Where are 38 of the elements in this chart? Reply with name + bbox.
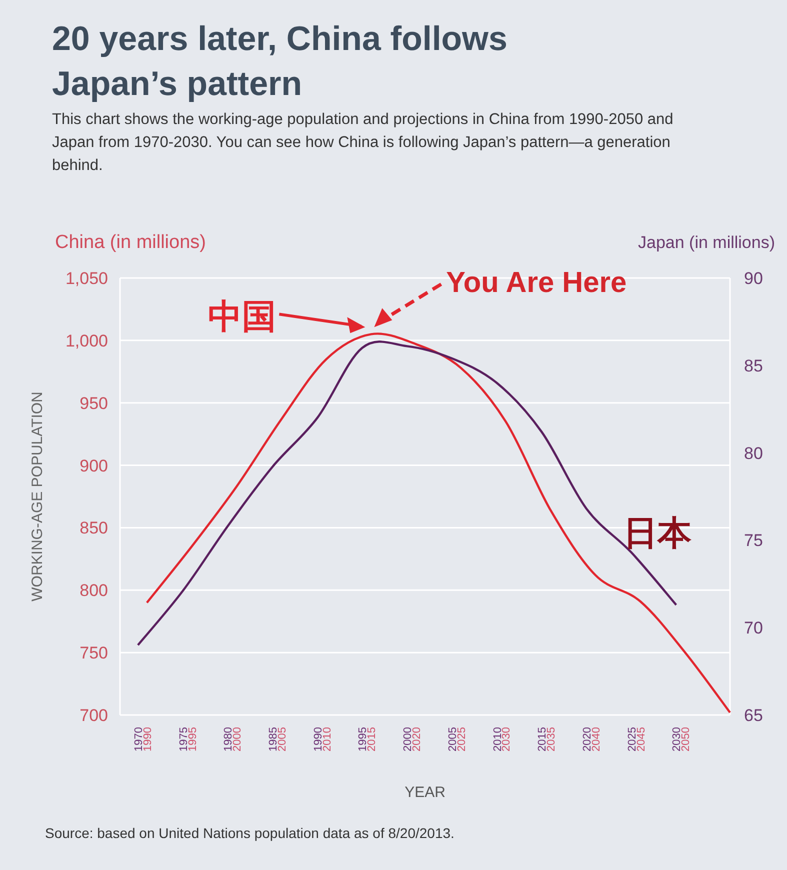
y-tick-label: 65 — [744, 706, 763, 725]
y-tick-label: 700 — [80, 706, 108, 725]
x-tick-label: 2035 — [546, 727, 558, 752]
annotation: You Are Here — [446, 267, 627, 300]
x-tick-label: 2015 — [366, 727, 378, 752]
y-axis-title: China (in millions) — [55, 232, 206, 253]
y-axis-title: Japan (in millions) — [638, 233, 775, 252]
x-axis-title: YEAR — [404, 784, 446, 801]
x-tick-label: 2045 — [635, 727, 648, 752]
legend-label: 中国 — [208, 298, 276, 336]
y-tick-label: 90 — [744, 269, 763, 288]
y-tick-label: 850 — [80, 518, 108, 538]
y-tick-label: 85 — [744, 356, 763, 376]
y-tick-label: 800 — [80, 581, 108, 600]
line-series — [146, 332, 732, 714]
x-tick-label: 2025 — [456, 727, 468, 752]
series-label: 日本 — [623, 514, 692, 552]
x-tick-label: 2000 — [232, 727, 244, 752]
text: WORKING-AGE POPULATION — [29, 392, 46, 602]
y-tick-label: 900 — [80, 456, 108, 476]
chart-title: 20 years later, China follows Japan’s pattern — [52, 20, 508, 103]
x-tick-label: 1990 — [142, 727, 154, 752]
x-tick-label: 2010 — [321, 727, 334, 752]
chart-subtitle: This chart shows the working-age population and projections in China from 1990-2050 and Japan from 1970-2030. You can see how China is following Japan’s pattern—a generation behind. — [52, 111, 674, 174]
x-tick-label: 2020 — [411, 727, 424, 752]
y-tick-label: 75 — [744, 531, 763, 550]
x-tick-label: 1995 — [186, 727, 199, 752]
y-tick-label: 950 — [80, 394, 108, 413]
source-note: Source: based on United Nations population data as of 8/20/2013. — [45, 825, 454, 841]
y-tick-label: 70 — [744, 618, 763, 638]
y-tick-label: 750 — [80, 644, 108, 663]
x-tick-label: 2030 — [500, 727, 513, 752]
y-tick-label: 1,000 — [65, 331, 108, 350]
x-tick-label: 2050 — [680, 727, 692, 752]
x-tick-label: 2005 — [276, 727, 288, 752]
y-tick-label: 1,050 — [65, 269, 108, 288]
y-tick-label: 80 — [744, 444, 763, 463]
x-tick-label: 2040 — [590, 727, 602, 752]
